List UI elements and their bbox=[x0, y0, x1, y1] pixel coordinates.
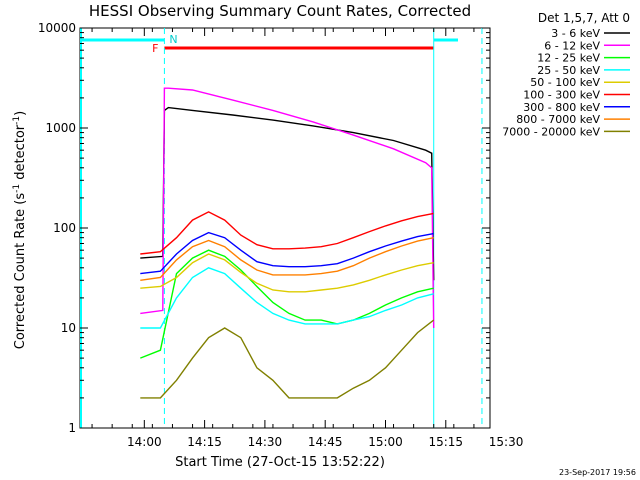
series-line bbox=[140, 231, 434, 275]
x-tick-label: 14:00 bbox=[127, 435, 162, 449]
series-line bbox=[140, 211, 434, 255]
series-line bbox=[140, 319, 435, 399]
y-tick-label: 100 bbox=[53, 221, 76, 235]
x-tick-label: 14:45 bbox=[308, 435, 343, 449]
plot-frame bbox=[79, 27, 491, 429]
night-flag-label: N bbox=[169, 33, 177, 46]
legend-label: 6 - 12 keV bbox=[544, 39, 600, 52]
series-line bbox=[140, 237, 434, 281]
y-axis-label-mid: detector bbox=[13, 124, 28, 184]
y-axis-label: Corrected Count Rate (s-1 detector-1) bbox=[12, 111, 28, 349]
legend-label: 25 - 50 keV bbox=[537, 64, 600, 77]
legend-label: 12 - 25 keV bbox=[537, 52, 600, 65]
legend-title: Det 1,5,7, Att 0 bbox=[538, 11, 630, 25]
legend-label: 300 - 800 keV bbox=[523, 101, 600, 114]
y-tick-label: 1 bbox=[68, 421, 76, 435]
series-line bbox=[140, 253, 434, 293]
chart-title: HESSI Observing Summary Count Rates, Cor… bbox=[89, 2, 471, 20]
x-axis-ticks: 14:00 14:15 14:30 14:45 15:00 15:15 15:30 bbox=[91, 28, 524, 449]
y-axis-label-sup2: -1 bbox=[12, 116, 22, 125]
x-tick-label: 14:30 bbox=[248, 435, 283, 449]
y-tick-label: 1000 bbox=[45, 121, 76, 135]
y-axis-label-main: Corrected Count Rate (s bbox=[13, 193, 28, 350]
flare-flag-label: F bbox=[152, 42, 158, 55]
y-tick-label: 10000 bbox=[38, 21, 76, 35]
y-tick-label: 10 bbox=[61, 321, 76, 335]
legend-label: 50 - 100 keV bbox=[530, 76, 600, 89]
series-line bbox=[140, 106, 435, 281]
x-axis-label: Start Time (27-Oct-15 13:52:22) bbox=[175, 455, 385, 470]
legend-label: 3 - 6 keV bbox=[551, 27, 600, 40]
y-axis-ticks: 1 10 100 1000 10000 bbox=[38, 21, 490, 435]
series-line bbox=[140, 87, 435, 329]
series-line bbox=[140, 267, 434, 329]
x-tick-label: 14:15 bbox=[187, 435, 222, 449]
status-flags: FN bbox=[80, 28, 483, 428]
footer-date: 23-Sep-2017 19:56 bbox=[559, 468, 636, 477]
y-axis-label-sup1: -1 bbox=[12, 184, 22, 193]
legend-label: 100 - 300 keV bbox=[523, 89, 600, 102]
plot-area bbox=[79, 27, 491, 429]
y-axis-label-end: ) bbox=[13, 111, 28, 116]
x-tick-label: 15:30 bbox=[489, 435, 524, 449]
series-lines bbox=[140, 87, 435, 399]
x-tick-label: 15:15 bbox=[428, 435, 463, 449]
legend-label: 800 - 7000 keV bbox=[516, 113, 600, 126]
series-line bbox=[140, 249, 434, 359]
x-tick-label: 15:00 bbox=[368, 435, 403, 449]
legend-label: 7000 - 20000 keV bbox=[502, 125, 600, 138]
